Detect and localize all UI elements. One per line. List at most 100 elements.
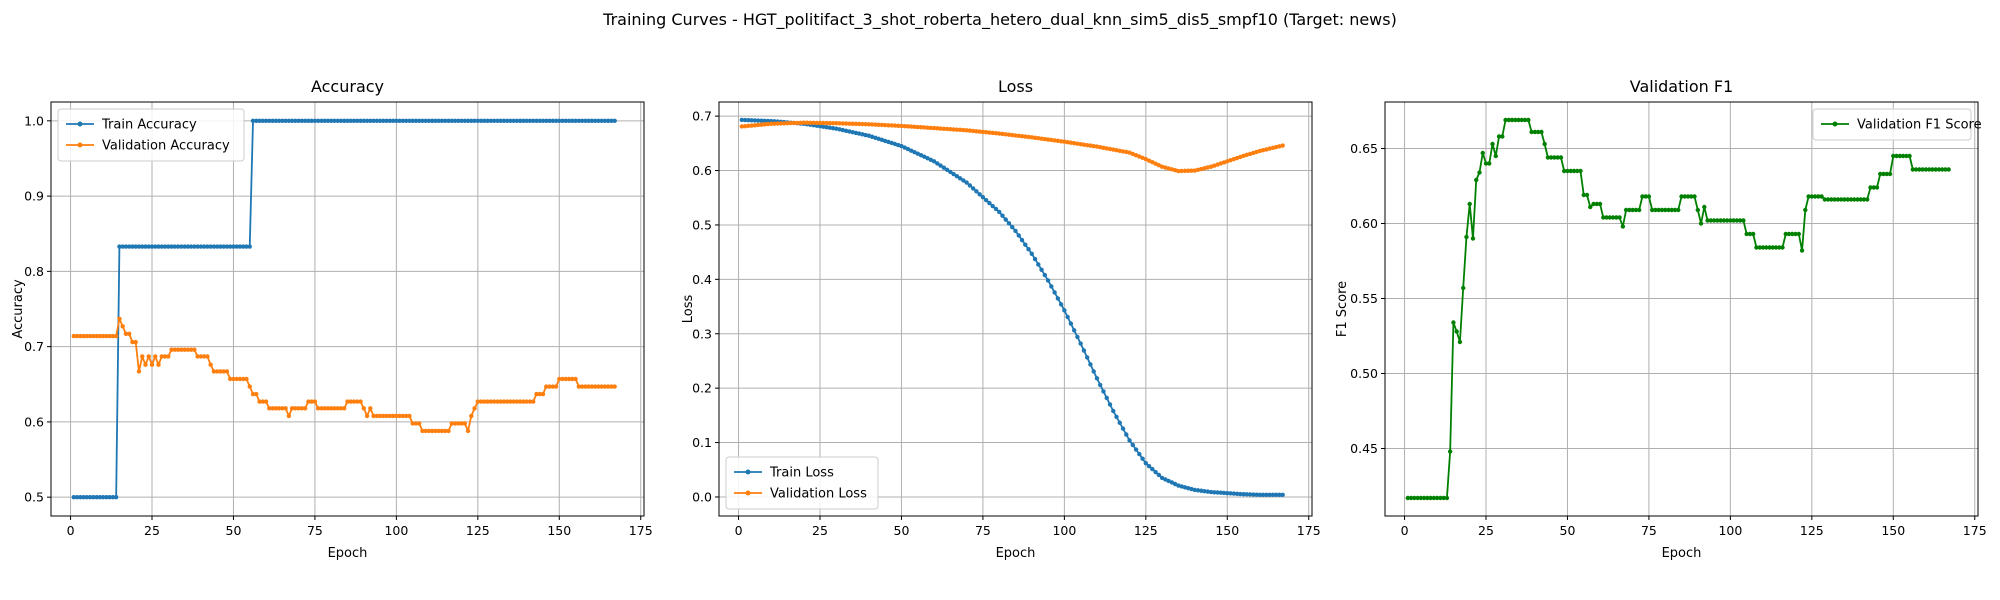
data-point <box>788 120 793 126</box>
data-point <box>1715 218 1720 223</box>
data-point <box>175 347 181 352</box>
data-point <box>449 421 454 426</box>
data-point <box>244 376 249 382</box>
data-point <box>1032 256 1038 262</box>
legend-marker <box>745 469 751 475</box>
data-point <box>1049 284 1054 289</box>
plot-frame <box>718 101 1313 517</box>
data-point <box>1081 142 1087 147</box>
data-point <box>452 118 458 124</box>
x-tick-label: 75 <box>1641 523 1657 538</box>
data-point <box>345 118 350 124</box>
data-point <box>436 118 441 124</box>
data-point <box>778 121 784 126</box>
data-point <box>153 244 158 249</box>
data-point <box>1503 117 1508 123</box>
data-point <box>1013 133 1018 138</box>
data-point <box>1698 221 1704 226</box>
data-point <box>1117 420 1122 425</box>
data-point <box>296 406 301 411</box>
data-point <box>485 399 490 404</box>
data-point <box>1871 185 1876 190</box>
data-point <box>1689 194 1694 199</box>
data-point <box>1146 463 1152 469</box>
data-point <box>113 333 119 339</box>
y-tick-label: 0.5 <box>692 217 712 232</box>
data-point <box>1068 321 1074 326</box>
data-point <box>759 122 764 127</box>
data-point <box>201 244 207 249</box>
data-point <box>172 244 178 249</box>
data-point <box>941 165 947 170</box>
data-point <box>491 399 497 404</box>
data-point <box>824 124 829 130</box>
data-point <box>1104 395 1109 401</box>
x-axis-label: Epoch <box>328 546 368 561</box>
data-point <box>1049 137 1054 143</box>
y-tick-label: 0.0 <box>692 489 712 504</box>
legend-marker <box>745 490 751 496</box>
y-tick-label: 0.65 <box>1350 141 1378 156</box>
data-point <box>257 118 262 124</box>
data-point <box>426 428 432 434</box>
data-point <box>987 200 992 206</box>
data-point <box>1434 495 1440 501</box>
legend-label: Train Accuracy <box>101 118 197 133</box>
data-point <box>1923 167 1929 172</box>
data-point <box>260 399 265 404</box>
x-tick-label: 50 <box>226 523 242 538</box>
data-point <box>374 413 380 419</box>
data-point <box>951 127 956 132</box>
data-point <box>1920 167 1925 172</box>
data-point <box>938 126 943 131</box>
data-point <box>531 118 536 124</box>
data-point <box>909 124 914 129</box>
data-point <box>534 118 539 124</box>
data-point <box>472 406 477 411</box>
data-point <box>475 399 481 404</box>
data-point <box>1861 197 1867 202</box>
data-point <box>394 118 399 124</box>
data-point <box>1065 314 1070 320</box>
data-point <box>935 126 940 131</box>
data-point <box>280 406 285 411</box>
data-point <box>400 118 406 124</box>
data-point <box>1653 207 1658 213</box>
y-tick-label: 0.7 <box>24 339 44 354</box>
data-point <box>120 324 125 329</box>
data-point <box>1055 138 1061 144</box>
data-point <box>781 121 787 126</box>
data-point <box>1526 117 1531 123</box>
x-tick-label: 125 <box>1134 523 1158 538</box>
data-point <box>1930 167 1935 172</box>
data-point <box>886 123 891 128</box>
data-point <box>1444 495 1450 501</box>
data-point <box>1447 449 1453 454</box>
data-point <box>749 118 754 123</box>
data-point <box>433 428 438 434</box>
data-point <box>1464 234 1469 240</box>
data-point <box>355 118 360 124</box>
data-point <box>1280 143 1285 148</box>
data-point <box>915 151 920 156</box>
data-point <box>1071 328 1077 333</box>
data-point <box>1273 492 1279 497</box>
data-point <box>1744 231 1749 237</box>
data-point <box>81 333 86 339</box>
data-point <box>579 118 585 124</box>
data-point <box>1845 197 1850 202</box>
data-point <box>1760 245 1766 250</box>
data-point <box>97 494 103 500</box>
x-tick-label: 25 <box>812 523 828 538</box>
data-point <box>410 421 415 426</box>
data-point <box>205 354 210 359</box>
data-point <box>602 384 608 389</box>
data-point <box>358 399 363 404</box>
data-point <box>746 123 751 129</box>
data-point <box>534 391 539 397</box>
data-point <box>228 376 233 382</box>
data-point <box>1062 139 1067 144</box>
data-point <box>319 118 324 124</box>
data-point <box>364 413 370 419</box>
data-point <box>1519 117 1525 123</box>
